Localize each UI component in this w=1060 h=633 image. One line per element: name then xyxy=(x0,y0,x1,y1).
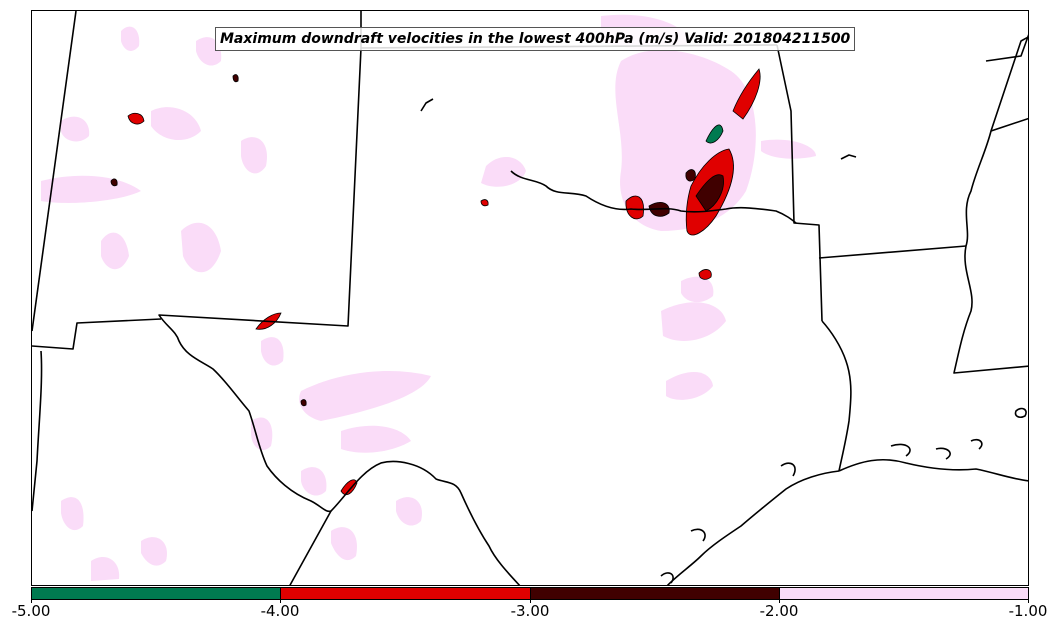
colorbar-segment xyxy=(32,588,281,599)
colorbar-tick-label: -2.00 xyxy=(759,602,799,620)
colorbar-tick xyxy=(31,599,32,603)
map-frame[interactable]: Maximum downdraft velocities in the lowe… xyxy=(31,10,1029,586)
colorbar-tick-label: -3.00 xyxy=(510,602,550,620)
colorbar-tick-label: -1.00 xyxy=(1008,602,1048,620)
map-canvas xyxy=(32,11,1028,585)
colorbar-tick xyxy=(530,599,531,603)
colorbar-tick-label: -4.00 xyxy=(260,602,300,620)
colorbar-segment xyxy=(778,588,1028,599)
map-title: Maximum downdraft velocities in the lowe… xyxy=(215,27,856,51)
downdraft-shading-strong xyxy=(110,68,761,496)
colorbar-segment xyxy=(280,588,530,599)
colorbar-tick-label: -5.00 xyxy=(11,602,51,620)
colorbar-tick xyxy=(1028,599,1029,603)
downdraft-shading-weak xyxy=(41,14,816,581)
colorbar-tick xyxy=(280,599,281,603)
state-borders xyxy=(32,11,1028,585)
colorbar-segment xyxy=(529,588,779,599)
colorbar-tick xyxy=(779,599,780,603)
